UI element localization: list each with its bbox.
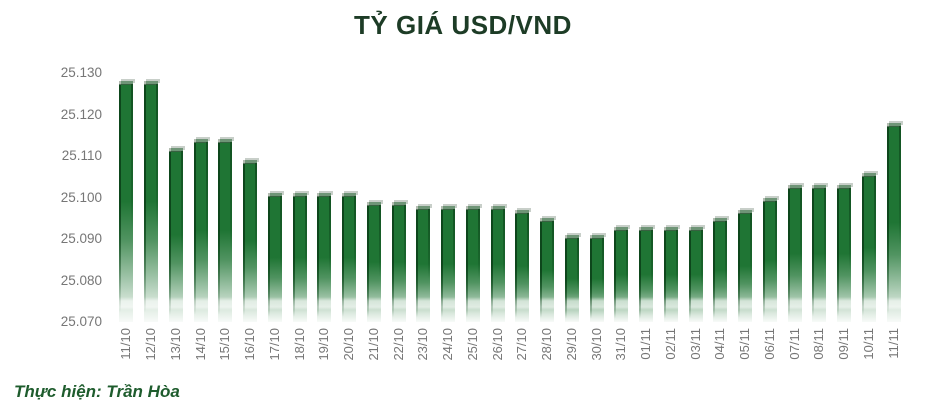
bar-04-11 bbox=[713, 218, 728, 322]
bar-07-11 bbox=[787, 185, 802, 322]
x-axis-tick-label: 08/11 bbox=[811, 328, 827, 360]
x-axis-tick-label: 27/10 bbox=[514, 328, 530, 361]
bar-01-11 bbox=[639, 226, 654, 322]
bar-21-10 bbox=[366, 201, 381, 322]
x-axis-tick-label: 30/10 bbox=[588, 328, 604, 361]
bar-13-10 bbox=[168, 147, 183, 322]
bar-16-10 bbox=[243, 160, 258, 322]
x-axis-tick-label: 23/10 bbox=[415, 328, 431, 361]
x-axis-tick-label: 02/11 bbox=[662, 328, 678, 360]
bar-30-10 bbox=[589, 234, 604, 322]
x-axis-tick-label: 10/11 bbox=[860, 328, 876, 360]
x-axis-tick-label: 26/10 bbox=[489, 328, 505, 361]
x-axis-tick-label: 18/10 bbox=[291, 328, 307, 361]
bar-12-10 bbox=[144, 81, 159, 322]
x-axis-tick-label: 05/11 bbox=[737, 328, 753, 360]
bar-09-11 bbox=[837, 185, 852, 322]
credit-line: Thực hiện: Trần Hòa bbox=[14, 382, 180, 401]
x-axis-tick-label: 03/11 bbox=[687, 328, 703, 360]
bar-31-10 bbox=[614, 226, 629, 322]
bar-19-10 bbox=[317, 193, 332, 322]
bar-26-10 bbox=[490, 205, 505, 322]
bar-28-10 bbox=[540, 218, 555, 322]
x-axis-tick-label: 04/11 bbox=[712, 328, 728, 360]
bar-14-10 bbox=[193, 139, 208, 322]
x-axis-tick-label: 17/10 bbox=[266, 328, 282, 361]
x-axis-tick-label: 12/10 bbox=[143, 328, 159, 361]
y-axis-tick-label: 25.080 bbox=[60, 272, 102, 288]
x-axis-tick-label: 19/10 bbox=[316, 328, 332, 361]
y-axis-tick-label: 25.120 bbox=[60, 106, 102, 122]
bar-17-10 bbox=[267, 193, 282, 322]
y-axis-tick-label: 25.090 bbox=[60, 231, 102, 246]
bar-02-11 bbox=[663, 226, 678, 322]
x-axis-tick-label: 24/10 bbox=[440, 328, 456, 361]
bar-05-11 bbox=[738, 209, 753, 322]
x-axis-tick-label: 11/10 bbox=[118, 328, 134, 360]
x-axis-tick-label: 15/10 bbox=[217, 328, 233, 361]
x-axis-tick-label: 22/10 bbox=[390, 328, 406, 361]
x-axis-tick-label: 09/11 bbox=[836, 328, 852, 360]
bar-27-10 bbox=[515, 209, 530, 322]
x-axis-tick-label: 16/10 bbox=[242, 328, 258, 361]
x-axis-tick-label: 25/10 bbox=[464, 328, 480, 361]
y-axis-tick-label: 25.070 bbox=[60, 314, 102, 329]
bar-03-11 bbox=[688, 226, 703, 322]
x-axis-tick-label: 07/11 bbox=[786, 328, 802, 360]
x-axis-tick-label: 01/11 bbox=[638, 328, 654, 360]
bar-08-11 bbox=[812, 185, 827, 322]
x-axis-tick-label: 20/10 bbox=[341, 328, 357, 361]
bar-11-10 bbox=[119, 81, 134, 322]
bar-23-10 bbox=[416, 205, 431, 322]
x-axis-tick-label: 13/10 bbox=[167, 328, 183, 361]
bar-18-10 bbox=[292, 193, 307, 322]
x-axis-tick-label: 11/11 bbox=[885, 328, 901, 359]
bar-10-11 bbox=[861, 172, 876, 322]
x-axis-tick-label: 06/11 bbox=[761, 328, 777, 360]
bar-11-11 bbox=[886, 122, 901, 322]
x-axis-tick-label: 29/10 bbox=[563, 328, 579, 361]
bar-20-10 bbox=[342, 193, 357, 322]
x-axis-tick-label: 14/10 bbox=[192, 328, 208, 361]
x-axis-tick-label: 21/10 bbox=[365, 328, 381, 361]
bar-29-10 bbox=[564, 234, 579, 322]
bar-25-10 bbox=[465, 205, 480, 322]
bar-22-10 bbox=[391, 201, 406, 322]
y-axis-tick-label: 25.100 bbox=[60, 189, 102, 205]
chart-title: TỶ GIÁ USD/VND bbox=[354, 10, 572, 40]
bar-15-10 bbox=[218, 139, 233, 322]
bar-06-11 bbox=[762, 197, 777, 322]
x-axis-tick-label: 31/10 bbox=[613, 328, 629, 361]
y-axis-tick-label: 25.110 bbox=[61, 148, 102, 163]
x-axis-tick-label: 28/10 bbox=[539, 328, 555, 361]
bar-24-10 bbox=[441, 205, 456, 322]
y-axis-tick-label: 25.130 bbox=[60, 65, 102, 80]
